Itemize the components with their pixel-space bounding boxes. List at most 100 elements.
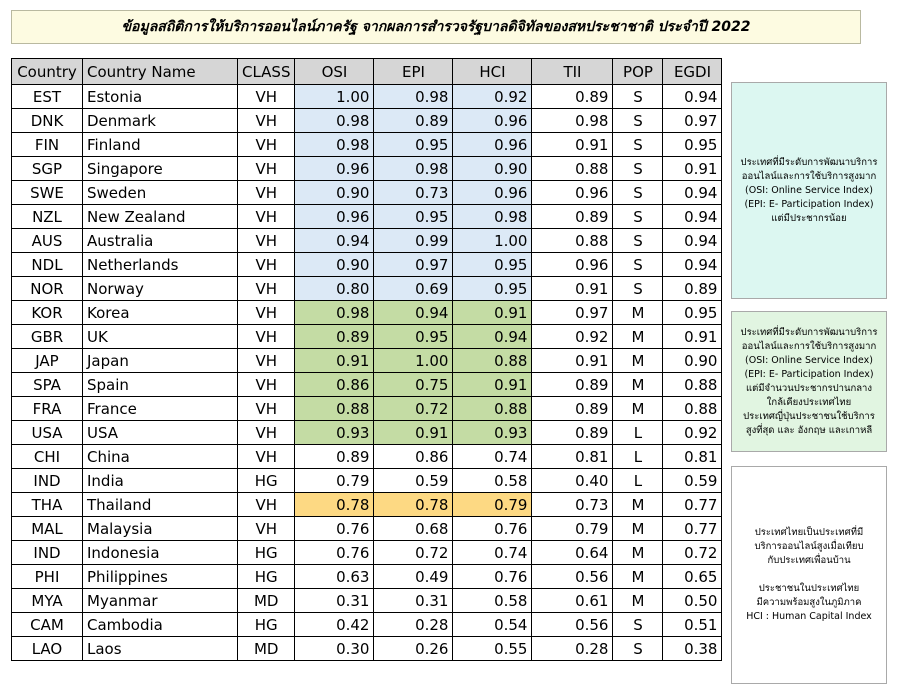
header-class: CLASS [236, 58, 296, 85]
cell-class: MD [236, 588, 296, 613]
cell-hci: 0.91 [452, 300, 533, 325]
note-line: สูงที่สุด และ อังกฤษ และเกาหลี [745, 424, 873, 436]
cell-pop: M [612, 492, 664, 517]
header-pop: POP [612, 58, 664, 85]
cell-hci: 0.95 [452, 252, 533, 277]
cell-class: VH [236, 180, 296, 205]
cell-osi: 0.78 [294, 492, 375, 517]
cell-hci: 0.96 [452, 180, 533, 205]
cell-country-name: New Zealand [82, 204, 238, 229]
header-osi: OSI [294, 58, 375, 85]
cell-tii: 0.81 [531, 444, 614, 469]
cell-class: HG [236, 564, 296, 589]
cell-country-code: MYA [11, 588, 83, 613]
cell-country-name: Norway [82, 276, 238, 301]
cell-class: VH [236, 132, 296, 157]
cell-country-code: DNK [11, 108, 83, 133]
cell-epi: 0.73 [373, 180, 454, 205]
cell-hci: 0.90 [452, 156, 533, 181]
cell-class: VH [236, 372, 296, 397]
cell-pop: S [612, 276, 664, 301]
table-row: SWE Sweden VH 0.90 0.73 0.96 0.96 S 0.94 [11, 180, 723, 205]
note-line: แต่มีจำนวนประชากรปานกลาง [745, 382, 873, 394]
cell-osi: 0.76 [294, 516, 375, 541]
cell-country-name: Australia [82, 228, 238, 253]
cell-hci: 0.54 [452, 612, 533, 637]
cell-tii: 0.64 [531, 540, 614, 565]
cell-country-code: SGP [11, 156, 83, 181]
cell-country-code: NZL [11, 204, 83, 229]
cell-country-name: Malaysia [82, 516, 238, 541]
cell-tii: 0.56 [531, 564, 614, 589]
table-row: THA Thailand VH 0.78 0.78 0.79 0.73 M 0.77 [11, 492, 723, 517]
cell-osi: 0.90 [294, 252, 375, 277]
cell-egdi: 0.94 [662, 228, 723, 253]
cell-country-name: USA [82, 420, 238, 445]
cell-tii: 0.88 [531, 228, 614, 253]
cell-country-code: AUS [11, 228, 83, 253]
cell-pop: S [612, 204, 664, 229]
table-row: IND India HG 0.79 0.59 0.58 0.40 L 0.59 [11, 468, 723, 493]
cell-egdi: 0.91 [662, 156, 723, 181]
cell-egdi: 0.81 [662, 444, 723, 469]
cell-hci: 0.95 [452, 276, 533, 301]
table-body: EST Estonia VH 1.00 0.98 0.92 0.89 S 0.94 DNK Denm… [11, 84, 723, 661]
cell-class: HG [236, 468, 296, 493]
cell-osi: 0.96 [294, 156, 375, 181]
note-line: ใกล้เคียงประเทศไทย [766, 396, 852, 408]
cell-pop: S [612, 108, 664, 133]
note-line: ประเทศญี่ปุ่นประชาชนใช้บริการ [743, 410, 875, 422]
note-line: (EPI: E- Participation Index) [744, 198, 874, 210]
cell-egdi: 0.72 [662, 540, 723, 565]
cell-epi: 0.98 [373, 84, 454, 109]
page-title-text: ข้อมูลสถิติการให้บริการออนไลน์ภาครัฐ จาก… [121, 19, 751, 35]
cell-country-code: USA [11, 420, 83, 445]
cell-country-code: FRA [11, 396, 83, 421]
cell-pop: S [612, 156, 664, 181]
cell-osi: 0.63 [294, 564, 375, 589]
cell-country-code: MAL [11, 516, 83, 541]
cell-pop: S [612, 180, 664, 205]
cell-epi: 0.31 [373, 588, 454, 613]
cell-egdi: 0.95 [662, 300, 723, 325]
table-row: USA USA VH 0.93 0.91 0.93 0.89 L 0.92 [11, 420, 723, 445]
cell-egdi: 0.92 [662, 420, 723, 445]
table-row: CAM Cambodia HG 0.42 0.28 0.54 0.56 S 0.51 [11, 612, 723, 637]
note-box-small-population: ประเทศที่มีระดับการพัฒนาบริการ ออนไลน์และ… [731, 82, 887, 299]
cell-hci: 0.88 [452, 396, 533, 421]
cell-country-name: Cambodia [82, 612, 238, 637]
cell-pop: M [612, 564, 664, 589]
cell-class: VH [236, 348, 296, 373]
cell-tii: 0.28 [531, 636, 614, 661]
cell-epi: 0.94 [373, 300, 454, 325]
cell-osi: 0.89 [294, 444, 375, 469]
cell-egdi: 0.88 [662, 396, 723, 421]
cell-hci: 0.92 [452, 84, 533, 109]
cell-class: VH [236, 228, 296, 253]
cell-pop: M [612, 372, 664, 397]
note-line: (OSI: Online Service Index) [745, 354, 873, 366]
cell-class: VH [236, 108, 296, 133]
cell-osi: 0.88 [294, 396, 375, 421]
cell-country-name: Sweden [82, 180, 238, 205]
cell-class: VH [236, 276, 296, 301]
table-row: KOR Korea VH 0.98 0.94 0.91 0.97 M 0.95 [11, 300, 723, 325]
cell-class: MD [236, 636, 296, 661]
cell-epi: 0.89 [373, 108, 454, 133]
cell-tii: 0.91 [531, 276, 614, 301]
cell-country-code: SPA [11, 372, 83, 397]
cell-pop: M [612, 540, 664, 565]
cell-tii: 0.56 [531, 612, 614, 637]
cell-country-name: Indonesia [82, 540, 238, 565]
table-row: PHI Philippines HG 0.63 0.49 0.76 0.56 M 0.65 [11, 564, 723, 589]
cell-country-name: Denmark [82, 108, 238, 133]
cell-hci: 0.98 [452, 204, 533, 229]
cell-tii: 0.89 [531, 372, 614, 397]
note-text: ประเทศไทยเป็นประเทศที่มี บริการออนไลน์สูง… [732, 526, 886, 624]
cell-epi: 0.75 [373, 372, 454, 397]
cell-class: VH [236, 252, 296, 277]
cell-hci: 0.74 [452, 540, 533, 565]
cell-country-code: JAP [11, 348, 83, 373]
note-line [735, 568, 883, 582]
cell-pop: L [612, 444, 664, 469]
